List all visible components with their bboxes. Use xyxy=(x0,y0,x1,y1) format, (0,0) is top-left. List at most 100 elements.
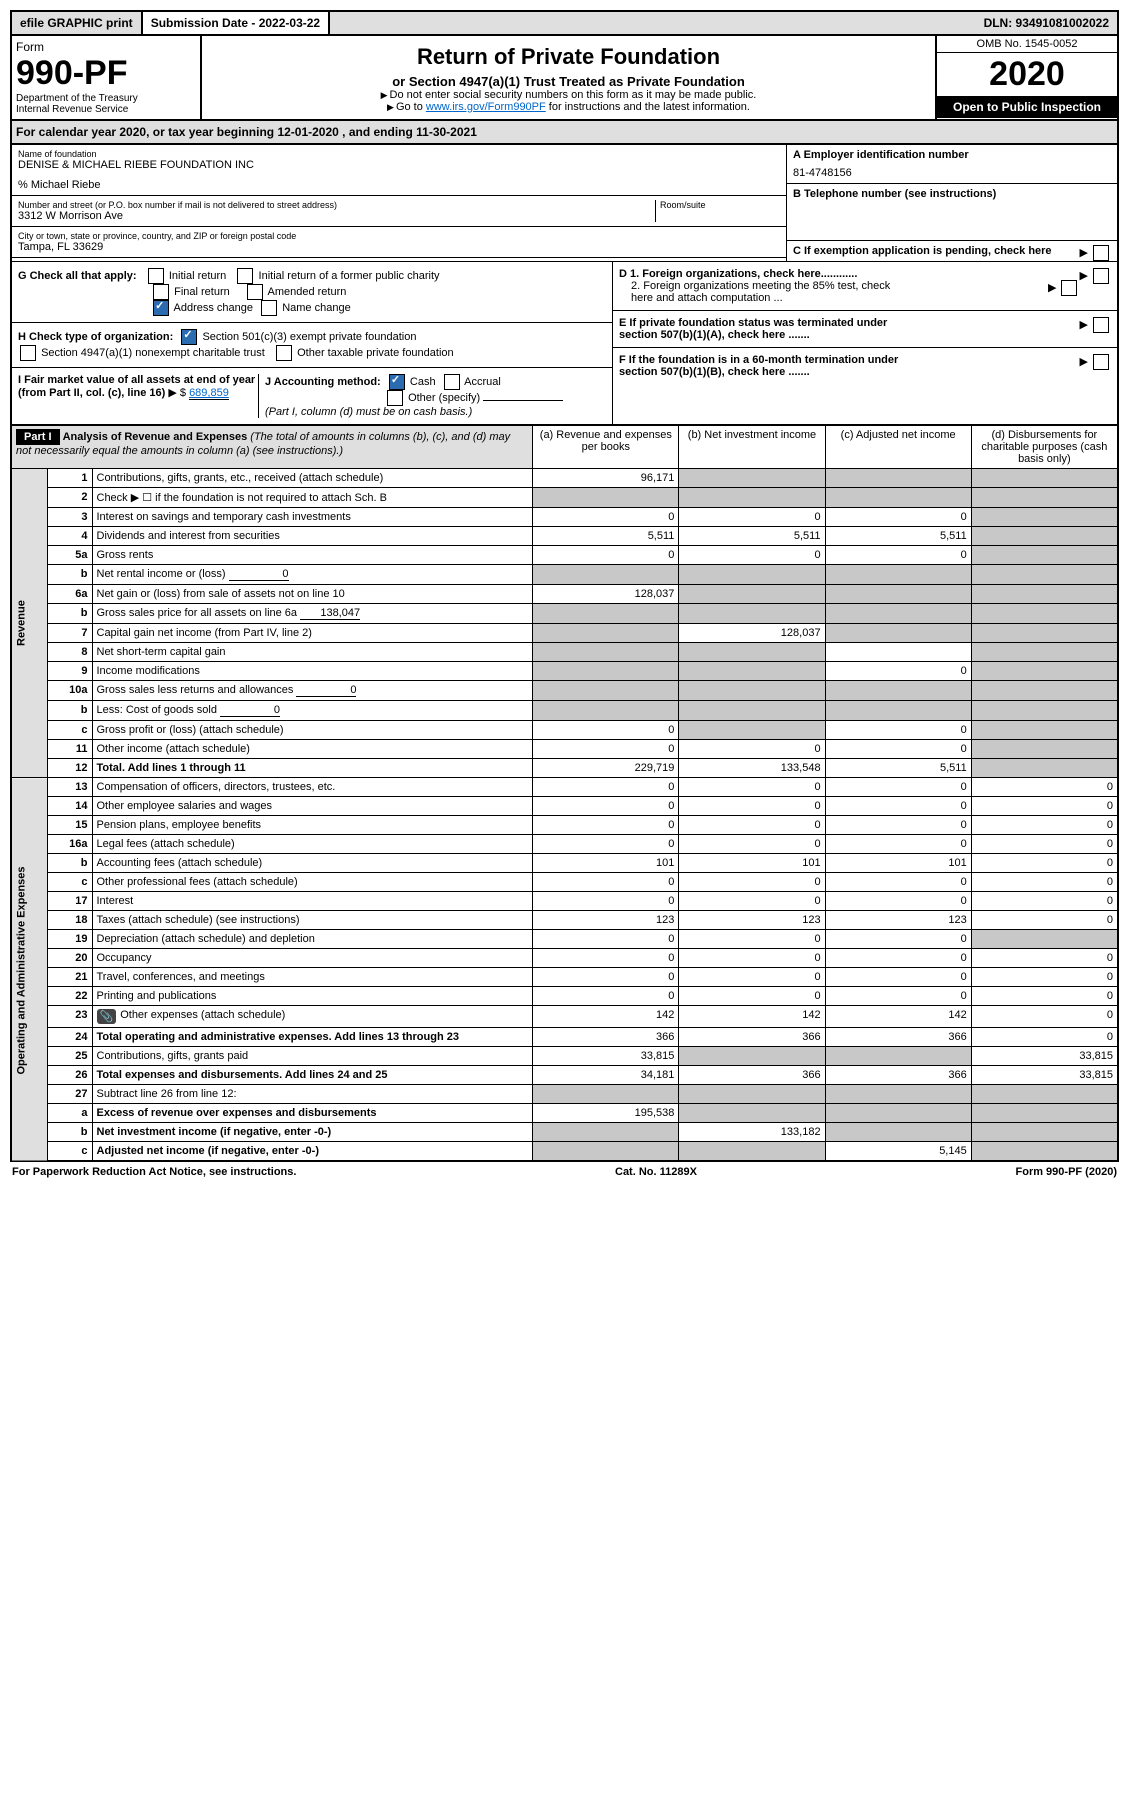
name-label: Name of foundation xyxy=(18,149,780,159)
chk-addr-change[interactable] xyxy=(153,300,169,316)
cell-c: 123 xyxy=(825,911,971,930)
cell-d xyxy=(971,662,1118,681)
row-desc: Compensation of officers, directors, tru… xyxy=(92,778,533,797)
cell-d: 0 xyxy=(971,873,1118,892)
chk-4947[interactable] xyxy=(20,345,36,361)
cell-b xyxy=(679,585,825,604)
chk-501c3[interactable] xyxy=(181,329,197,345)
note-goto-pre: Go to xyxy=(396,101,426,113)
cell-b: 0 xyxy=(679,508,825,527)
cell-d xyxy=(971,701,1118,721)
cell-d: 0 xyxy=(971,949,1118,968)
row-desc: Total operating and administrative expen… xyxy=(92,1028,533,1047)
cell-b: 0 xyxy=(679,987,825,1006)
cell-c xyxy=(825,624,971,643)
chk-e[interactable] xyxy=(1093,317,1109,333)
footer: For Paperwork Reduction Act Notice, see … xyxy=(10,1162,1119,1182)
chk-j-other[interactable] xyxy=(387,390,403,406)
cell-a: 0 xyxy=(533,546,679,565)
row-number: a xyxy=(48,1104,92,1123)
row-number: 16a xyxy=(48,835,92,854)
row-number: 14 xyxy=(48,797,92,816)
chk-other-tax[interactable] xyxy=(276,345,292,361)
cell-d: 0 xyxy=(971,797,1118,816)
cell-d xyxy=(971,740,1118,759)
instructions-link[interactable]: www.irs.gov/Form990PF xyxy=(426,101,546,113)
cell-c: 0 xyxy=(825,968,971,987)
cell-d xyxy=(971,488,1118,508)
attachment-icon[interactable]: 📎 xyxy=(97,1009,117,1024)
cell-d: 0 xyxy=(971,816,1118,835)
cell-a: 0 xyxy=(533,835,679,854)
cell-c: 142 xyxy=(825,1006,971,1028)
row-number: 12 xyxy=(48,759,92,778)
lbl-addr-change: Address change xyxy=(174,302,254,314)
cell-c: 0 xyxy=(825,546,971,565)
cell-b: 0 xyxy=(679,816,825,835)
c-checkbox[interactable] xyxy=(1093,245,1109,261)
cell-b: 0 xyxy=(679,778,825,797)
form-label: Form xyxy=(16,40,196,54)
cell-b xyxy=(679,604,825,624)
row-desc: Subtract line 26 from line 12: xyxy=(92,1085,533,1104)
footer-right: Form 990-PF (2020) xyxy=(1016,1166,1117,1178)
cell-a xyxy=(533,624,679,643)
cell-b xyxy=(679,488,825,508)
cell-b xyxy=(679,643,825,662)
row-number: 13 xyxy=(48,778,92,797)
cell-a xyxy=(533,1085,679,1104)
i-value[interactable]: 689,859 xyxy=(189,387,229,400)
cell-d xyxy=(971,527,1118,546)
lbl-final: Final return xyxy=(174,286,230,298)
chk-cash[interactable] xyxy=(389,374,405,390)
cell-b xyxy=(679,1047,825,1066)
row-desc: Net gain or (loss) from sale of assets n… xyxy=(92,585,533,604)
cell-c: 0 xyxy=(825,873,971,892)
row-number: 21 xyxy=(48,968,92,987)
cell-c: 0 xyxy=(825,797,971,816)
omb-number: OMB No. 1545-0052 xyxy=(937,36,1117,53)
chk-initial[interactable] xyxy=(148,268,164,284)
cell-a xyxy=(533,1142,679,1162)
col-d-header: (d) Disbursements for charitable purpose… xyxy=(971,425,1118,469)
cell-d: 0 xyxy=(971,835,1118,854)
row-desc: Printing and publications xyxy=(92,987,533,1006)
row-number: 15 xyxy=(48,816,92,835)
cell-a: 0 xyxy=(533,892,679,911)
row-number: 9 xyxy=(48,662,92,681)
cell-c: 0 xyxy=(825,778,971,797)
cell-c: 0 xyxy=(825,835,971,854)
cell-d xyxy=(971,585,1118,604)
chk-f[interactable] xyxy=(1093,354,1109,370)
cell-a: 229,719 xyxy=(533,759,679,778)
efile-label[interactable]: efile GRAPHIC print xyxy=(12,12,143,34)
cell-a: 195,538 xyxy=(533,1104,679,1123)
row-number: 27 xyxy=(48,1085,92,1104)
chk-accrual[interactable] xyxy=(444,374,460,390)
submission-date: Submission Date - 2022-03-22 xyxy=(143,12,330,34)
chk-initial-former[interactable] xyxy=(237,268,253,284)
cell-d xyxy=(971,469,1118,488)
chk-d1[interactable] xyxy=(1093,268,1109,284)
row-desc: Less: Cost of goods sold 0 xyxy=(92,701,533,721)
footer-left: For Paperwork Reduction Act Notice, see … xyxy=(12,1166,296,1178)
chk-d2[interactable] xyxy=(1061,280,1077,296)
cell-a: 123 xyxy=(533,911,679,930)
chk-name-change[interactable] xyxy=(261,300,277,316)
cell-c: 366 xyxy=(825,1028,971,1047)
row-number: 11 xyxy=(48,740,92,759)
cell-d xyxy=(971,1085,1118,1104)
chk-amended[interactable] xyxy=(247,284,263,300)
row-desc: Contributions, gifts, grants, etc., rece… xyxy=(92,469,533,488)
cell-b: 128,037 xyxy=(679,624,825,643)
row-number: 10a xyxy=(48,681,92,701)
cell-d xyxy=(971,1123,1118,1142)
row-desc: Gross sales price for all assets on line… xyxy=(92,604,533,624)
cell-a: 0 xyxy=(533,816,679,835)
row-number: 5a xyxy=(48,546,92,565)
chk-final[interactable] xyxy=(153,284,169,300)
cell-b: 5,511 xyxy=(679,527,825,546)
cell-c xyxy=(825,643,971,662)
cell-a: 0 xyxy=(533,740,679,759)
col-c-header: (c) Adjusted net income xyxy=(825,425,971,469)
